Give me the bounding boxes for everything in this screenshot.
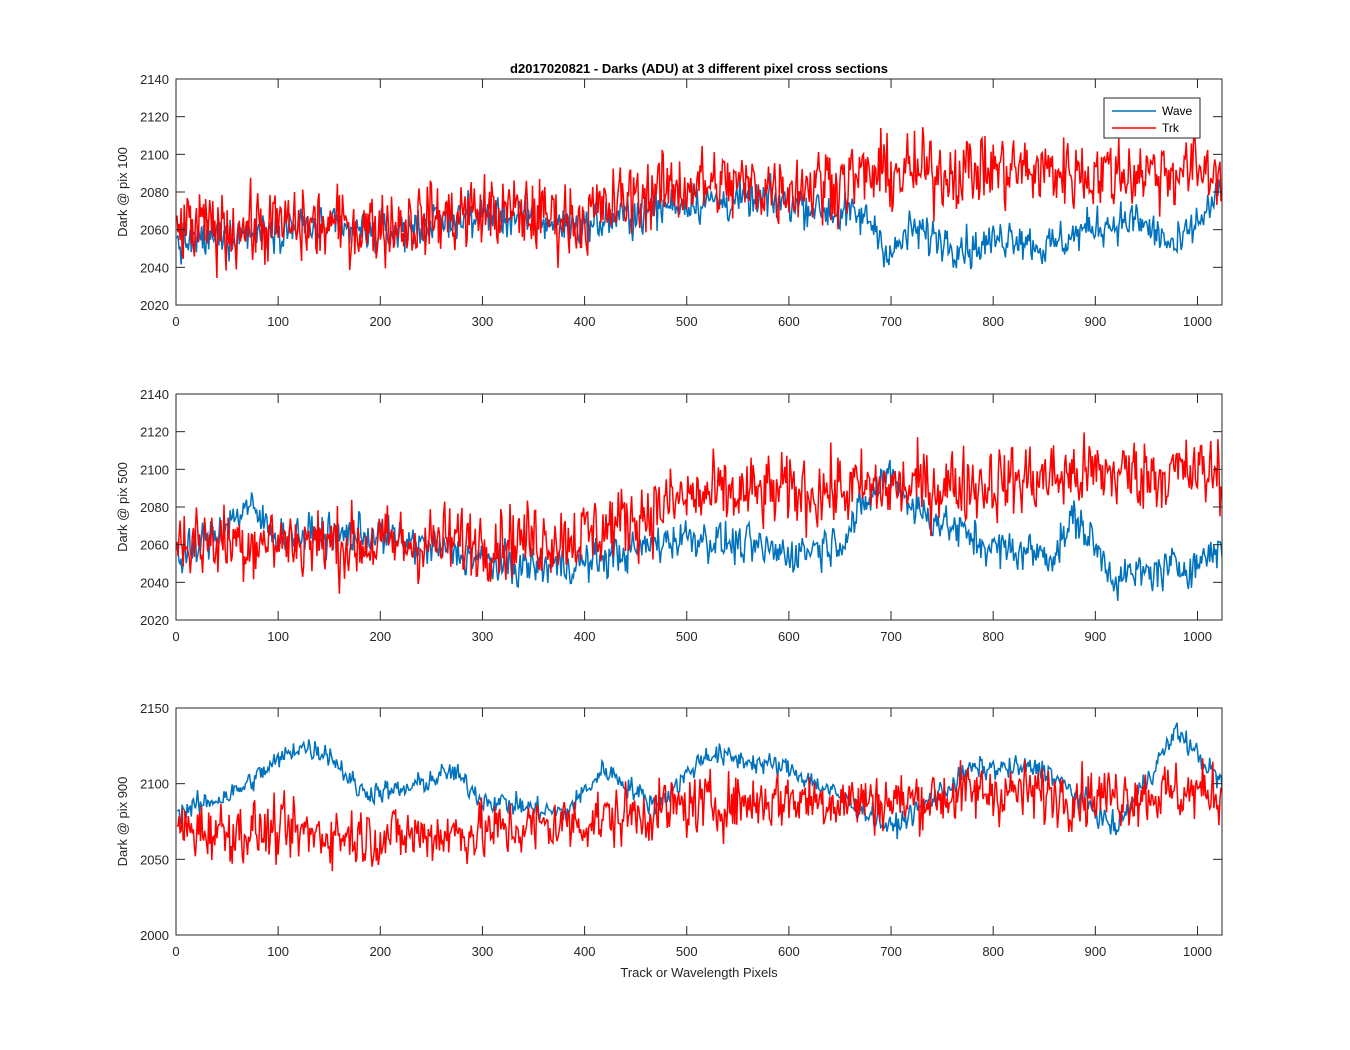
y-tick-label: 2040 bbox=[140, 260, 169, 275]
y-tick-label: 2060 bbox=[140, 538, 169, 553]
x-tick-label: 500 bbox=[676, 944, 698, 959]
x-tick-label: 900 bbox=[1084, 944, 1106, 959]
x-tick-label: 700 bbox=[880, 944, 902, 959]
x-tick-label: 300 bbox=[472, 314, 494, 329]
figure-title: d2017020821 - Darks (ADU) at 3 different… bbox=[510, 61, 888, 76]
y-tick-label: 2140 bbox=[140, 72, 169, 87]
x-tick-label: 400 bbox=[574, 629, 596, 644]
subplots: 0 100 200 300 400 500 600 700 800 900 100020202040… bbox=[115, 72, 1223, 959]
y-tick-label: 2100 bbox=[140, 777, 169, 792]
subplot-1: 0 100 200 300 400 500 600 700 800 900 1000 2020 2040… bbox=[115, 72, 1223, 329]
y-axis-label: Dark @ pix 100 bbox=[115, 147, 130, 237]
y-tick-label: 2120 bbox=[140, 425, 169, 440]
legend: Wave Trk bbox=[1103, 97, 1201, 139]
x-tick-label: 500 bbox=[676, 629, 698, 644]
x-tick-label: 1000 bbox=[1183, 314, 1212, 329]
x-tick-label: 200 bbox=[369, 944, 391, 959]
x-tick-label: 300 bbox=[472, 629, 494, 644]
x-tick-label: 100 bbox=[267, 944, 289, 959]
x-tick-label: 500 bbox=[676, 314, 698, 329]
x-tick-label: 100 bbox=[267, 629, 289, 644]
y-tick-label: 2080 bbox=[140, 185, 169, 200]
y-tick-label: 2020 bbox=[140, 613, 169, 628]
legend-label-trk: Trk bbox=[1162, 121, 1180, 135]
x-tick-label: 200 bbox=[369, 629, 391, 644]
series-line-trk bbox=[176, 758, 1222, 872]
y-tick-label: 2080 bbox=[140, 500, 169, 515]
x-tick-label: 800 bbox=[982, 314, 1004, 329]
y-tick-label: 2140 bbox=[140, 387, 169, 402]
x-tick-label: 900 bbox=[1084, 314, 1106, 329]
series-line-trk bbox=[176, 432, 1222, 594]
y-tick-label: 2060 bbox=[140, 223, 169, 238]
legend-label-wave: Wave bbox=[1162, 104, 1193, 118]
x-tick-label: 600 bbox=[778, 629, 800, 644]
x-tick-label: 900 bbox=[1084, 629, 1106, 644]
plot-area bbox=[176, 708, 1222, 935]
x-tick-label: 300 bbox=[472, 944, 494, 959]
x-tick-label: 0 bbox=[172, 629, 179, 644]
y-axis-label: Dark @ pix 500 bbox=[115, 462, 130, 552]
series-line-wave bbox=[176, 173, 1222, 270]
x-tick-label: 400 bbox=[574, 944, 596, 959]
y-tick-label: 2040 bbox=[140, 575, 169, 590]
y-tick-label: 2150 bbox=[140, 701, 169, 716]
y-tick-label: 2120 bbox=[140, 110, 169, 125]
x-tick-label: 800 bbox=[982, 944, 1004, 959]
x-tick-label: 0 bbox=[172, 944, 179, 959]
axes-frame bbox=[175, 707, 1223, 936]
subplot-3: 0 100 200 300 400 500 600 700 800 900 1000 2000 2050… bbox=[115, 701, 1223, 959]
x-tick-label: 1000 bbox=[1183, 944, 1212, 959]
x-tick-label: 400 bbox=[574, 314, 596, 329]
series-line-wave bbox=[176, 459, 1222, 601]
y-tick-label: 2100 bbox=[140, 462, 169, 477]
y-axis-label: Dark @ pix 900 bbox=[115, 777, 130, 867]
x-tick-label: 600 bbox=[778, 314, 800, 329]
x-tick-label: 700 bbox=[880, 629, 902, 644]
y-tick-label: 2050 bbox=[140, 852, 169, 867]
x-tick-label: 700 bbox=[880, 314, 902, 329]
x-axis-label: Track or Wavelength Pixels bbox=[620, 965, 778, 980]
subplot-2: 0 100 200 300 400 500 600 700 800 900 1000 2020 2040… bbox=[115, 387, 1223, 644]
x-tick-label: 1000 bbox=[1183, 629, 1212, 644]
legend-box bbox=[1103, 97, 1201, 139]
x-tick-label: 600 bbox=[778, 944, 800, 959]
series-line-trk bbox=[176, 127, 1222, 279]
y-tick-label: 2020 bbox=[140, 298, 169, 313]
y-tick-label: 2100 bbox=[140, 147, 169, 162]
x-tick-label: 200 bbox=[369, 314, 391, 329]
x-tick-label: 800 bbox=[982, 629, 1004, 644]
y-tick-label: 2000 bbox=[140, 928, 169, 943]
x-tick-label: 100 bbox=[267, 314, 289, 329]
x-tick-label: 0 bbox=[172, 314, 179, 329]
